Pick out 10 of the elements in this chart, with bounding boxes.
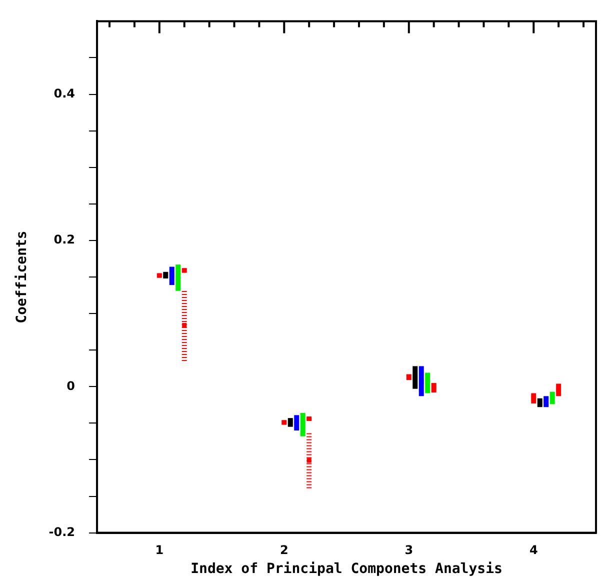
x-tick-label: 1 bbox=[155, 543, 164, 558]
y-axis-title: Coefficents bbox=[14, 230, 30, 324]
x-tick-label: 3 bbox=[404, 543, 414, 558]
x-tick-label: 2 bbox=[280, 543, 288, 558]
y-tick-label: 0.2 bbox=[54, 232, 76, 247]
x-tick-label: 4 bbox=[529, 543, 538, 558]
y-tick-label: -0.2 bbox=[48, 524, 76, 539]
x-axis-title: Index of Principal Componets Analysis bbox=[190, 561, 502, 578]
y-tick-label: 0.4 bbox=[54, 86, 76, 100]
y-tick-label: 0 bbox=[66, 378, 76, 393]
